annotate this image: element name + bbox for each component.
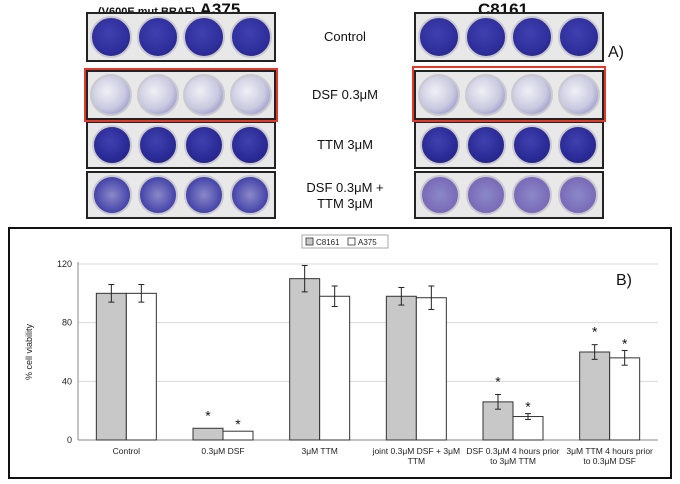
well-plate — [86, 121, 276, 169]
well-plate — [414, 121, 604, 169]
legend-box — [301, 234, 389, 249]
category-label: to 0.3μM DSF — [583, 456, 636, 466]
well-plate — [86, 171, 276, 219]
culture-well — [418, 16, 461, 58]
significance-star: * — [495, 374, 501, 390]
culture-well — [557, 16, 600, 58]
category-label: DSF 0.3μM 4 hours prior — [466, 446, 559, 456]
culture-well — [512, 125, 552, 165]
legend-label: A375 — [358, 238, 377, 247]
category-label: 3μM TTM 4 hours prior — [566, 446, 653, 456]
category-label: 0.3μM DSF — [201, 446, 244, 456]
culture-well — [420, 175, 460, 215]
culture-well — [92, 175, 132, 215]
culture-well — [466, 125, 506, 165]
condition-label: DSF 0.3μM — [311, 87, 378, 102]
culture-well — [420, 125, 460, 165]
culture-well — [184, 175, 224, 215]
category-label: 3μM TTM — [301, 446, 337, 456]
condition-label: TTM 3μM — [317, 137, 373, 152]
category-label: joint 0.3μM DSF + 3μM — [372, 446, 461, 456]
culture-well — [230, 125, 270, 165]
culture-well — [558, 125, 598, 165]
bar-a375 — [512, 416, 544, 441]
culture-well — [511, 16, 554, 58]
culture-well — [183, 74, 226, 116]
culture-well — [92, 125, 132, 165]
significance-star: * — [592, 324, 598, 340]
significance-star: * — [235, 416, 241, 432]
culture-well — [183, 16, 226, 58]
well-plate — [86, 12, 276, 62]
culture-well — [184, 125, 224, 165]
culture-well — [138, 175, 178, 215]
y-tick-label: 40 — [62, 376, 72, 386]
significance-star: * — [525, 399, 531, 415]
y-tick-label: 0 — [67, 435, 72, 445]
culture-well — [229, 16, 272, 58]
category-label: Control — [113, 446, 141, 456]
bar-a375 — [319, 295, 351, 441]
category-label: to 3μM TTM — [490, 456, 536, 466]
chart-frame: 0 40 80 120 % cell viability Control * * 0.3μM D… — [8, 227, 672, 479]
culture-well — [418, 74, 461, 116]
culture-well — [90, 74, 133, 116]
culture-well — [464, 16, 507, 58]
culture-well — [138, 125, 178, 165]
y-axis-label: % cell viability — [24, 323, 34, 380]
legend-swatch — [347, 237, 356, 246]
category-label: TTM — [408, 456, 425, 466]
culture-well — [512, 175, 552, 215]
panel-a-label: A) — [608, 44, 624, 61]
bar-a375 — [609, 357, 641, 441]
highlight-box — [412, 66, 606, 122]
culture-well — [136, 74, 179, 116]
viability-bar-chart: 0 40 80 120 % cell viability Control * * 0.3μM D… — [24, 234, 658, 466]
culture-well — [464, 74, 507, 116]
significance-star: * — [622, 336, 628, 352]
highlight-box — [84, 68, 278, 122]
culture-well — [136, 16, 179, 58]
legend-label: C8161 — [316, 238, 340, 247]
well-plate — [414, 70, 604, 120]
well-plate — [414, 12, 604, 62]
legend-swatch — [305, 237, 314, 246]
culture-well — [229, 74, 272, 116]
well-plate — [414, 171, 604, 219]
y-tick-label: 80 — [62, 318, 72, 328]
culture-well — [558, 175, 598, 215]
bar-a375 — [125, 292, 157, 441]
bar-c8161 — [289, 278, 321, 441]
bar-c8161 — [579, 351, 611, 441]
culture-well — [466, 175, 506, 215]
bar-c8161 — [192, 427, 224, 441]
panel-b-label: B) — [616, 272, 632, 289]
condition-label: Control — [324, 29, 366, 44]
culture-well — [90, 16, 133, 58]
bar-c8161 — [385, 295, 417, 441]
culture-well — [511, 74, 554, 116]
y-tick-label: 120 — [57, 259, 72, 269]
significance-star: * — [205, 407, 211, 423]
bar-a375 — [222, 430, 254, 441]
bar-a375 — [415, 297, 447, 441]
culture-well — [557, 74, 600, 116]
condition-label: DSF 0.3μM + TTM 3μM — [306, 180, 384, 211]
bar-c8161 — [95, 292, 127, 441]
culture-well — [230, 175, 270, 215]
well-plate — [86, 70, 276, 120]
